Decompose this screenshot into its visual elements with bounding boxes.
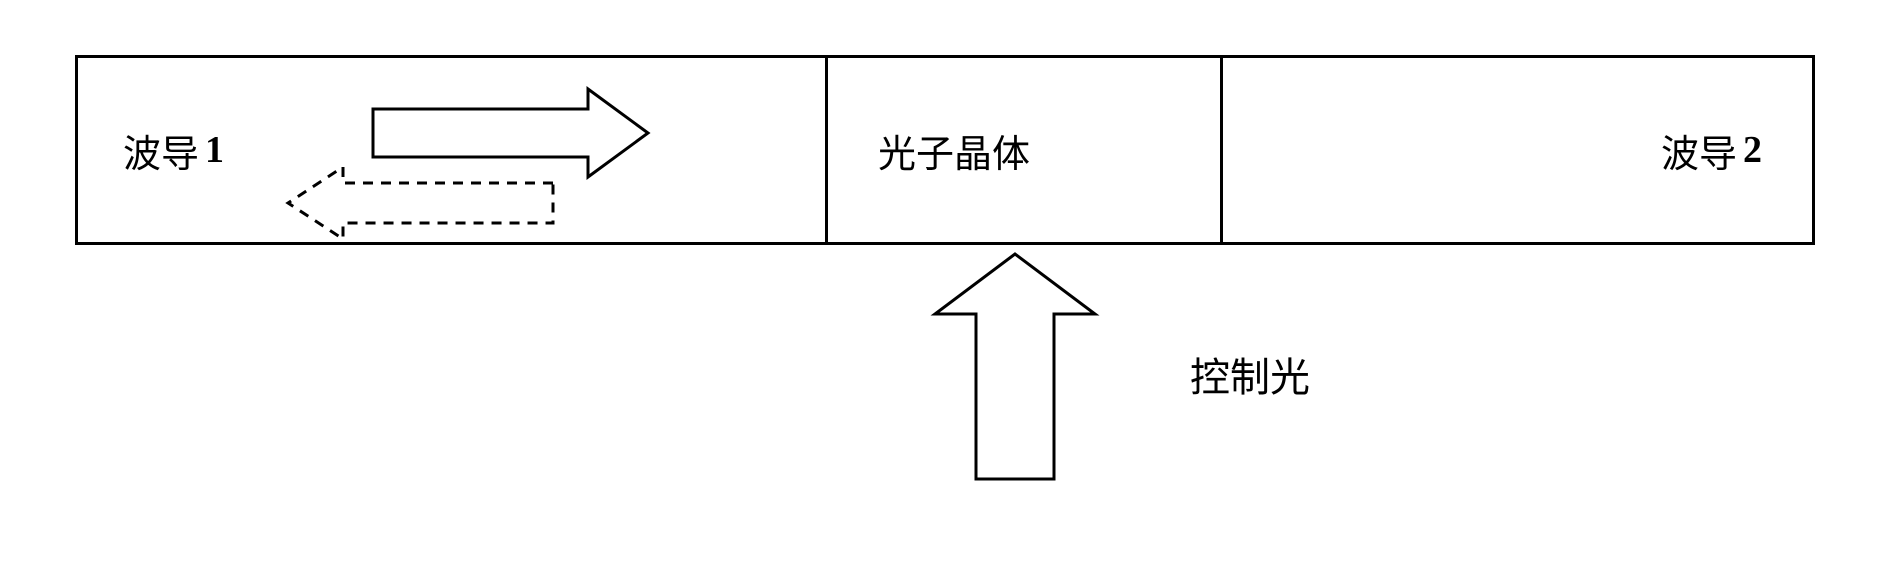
photonic-crystal-box: 光子晶体: [828, 58, 1223, 242]
control-light-arrow: [930, 249, 1110, 494]
photonic-crystal-label: 光子晶体: [878, 123, 1030, 178]
control-light-label: 控制光: [1190, 345, 1310, 403]
waveguide-1-label: 波导: [123, 123, 199, 178]
waveguide-1-box: 波导 1: [78, 58, 828, 242]
waveguide-2-number: 2: [1743, 128, 1762, 172]
reflected-arrow-left: [283, 162, 573, 252]
waveguide-2-box: 波导 2: [1223, 58, 1812, 242]
waveguide-1-number: 1: [205, 128, 224, 172]
diagram-container: 波导 1 光子晶体 波导 2: [75, 55, 1815, 245]
waveguide-2-label: 波导: [1661, 123, 1737, 178]
